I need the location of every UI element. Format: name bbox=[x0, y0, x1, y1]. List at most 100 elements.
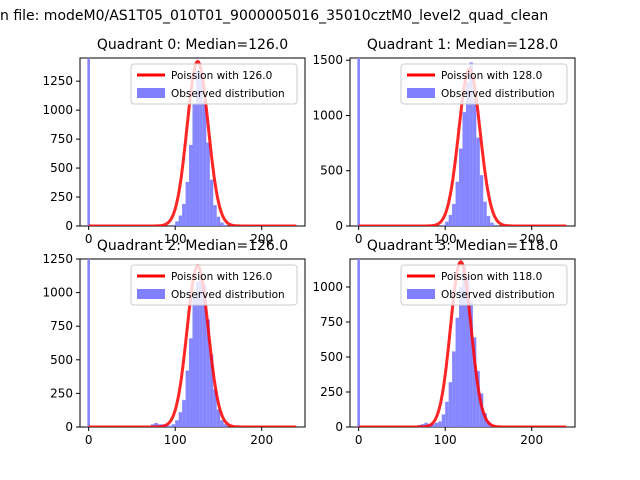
panel-quadrant-3: 0 100 200 0 250 500 750 1000 Quadrant 3: Median=… bbox=[312, 238, 576, 447]
y-tick-label: 250 bbox=[320, 385, 343, 399]
panel-quadrant-1: 0 100 200 0 500 1000 1500 Quadrant 1: Median=12… bbox=[312, 37, 576, 246]
hist-bar bbox=[220, 420, 224, 427]
legend-bar-swatch bbox=[407, 88, 435, 98]
legend-box bbox=[400, 63, 568, 105]
y-tick-label: 750 bbox=[320, 315, 343, 329]
legend-box bbox=[400, 264, 568, 306]
legend: Poission with 118.0 Observed distribution bbox=[400, 264, 568, 306]
x-tick-label: 100 bbox=[434, 232, 457, 246]
hist-bar bbox=[216, 216, 221, 226]
legend: Poission with 128.0 Observed distribution bbox=[400, 63, 568, 105]
y-tick-label: 750 bbox=[50, 132, 73, 146]
y-tick-label: 0 bbox=[65, 219, 73, 233]
legend-box bbox=[130, 63, 298, 105]
legend-label-poisson: Poission with 128.0 bbox=[441, 70, 542, 82]
legend-label-observed: Observed distribution bbox=[441, 289, 555, 301]
x-tick-label: 0 bbox=[85, 232, 93, 246]
hist-bar bbox=[438, 421, 442, 427]
legend-bar-swatch bbox=[137, 289, 165, 299]
x-tick-label: 0 bbox=[355, 433, 363, 447]
legend: Poission with 126.0 Observed distribution bbox=[130, 63, 298, 105]
hist-bar bbox=[223, 224, 228, 226]
hist-bar bbox=[189, 144, 193, 226]
hist-bar bbox=[223, 424, 228, 427]
y-tick-label: 500 bbox=[50, 161, 73, 175]
x-tick-label: 200 bbox=[250, 433, 273, 447]
hist-bar bbox=[202, 100, 207, 226]
hist-bar bbox=[182, 400, 186, 427]
y-tick-label: 1500 bbox=[312, 53, 343, 67]
hist-bar bbox=[216, 409, 221, 427]
hist-bar-zero bbox=[87, 259, 90, 427]
y-tick-label: 0 bbox=[335, 219, 343, 233]
hist-bar bbox=[431, 424, 435, 427]
hist-bar bbox=[192, 297, 196, 427]
hist-bar bbox=[486, 216, 491, 226]
poisson-curve bbox=[358, 259, 567, 427]
hist-bar bbox=[175, 221, 179, 226]
hist-bar bbox=[472, 98, 477, 226]
y-tick-label: 750 bbox=[50, 319, 73, 333]
y-tick-label: 500 bbox=[50, 353, 73, 367]
hist-bar bbox=[185, 181, 190, 226]
y-tick-label: 0 bbox=[335, 420, 343, 434]
hist-bar bbox=[459, 287, 463, 427]
hist-bar bbox=[168, 425, 172, 427]
legend-label-poisson: Poission with 118.0 bbox=[441, 271, 542, 283]
hist-bar bbox=[476, 371, 480, 427]
hist-bar bbox=[459, 148, 463, 226]
hist-bar bbox=[171, 424, 176, 427]
hist-bar-zero bbox=[357, 58, 360, 226]
y-tick-label: 0 bbox=[65, 420, 73, 434]
legend-label-observed: Observed distribution bbox=[441, 88, 555, 100]
legend: Poission with 126.0 Observed distribution bbox=[130, 264, 298, 306]
hist-bar bbox=[448, 214, 453, 226]
hist-bar bbox=[469, 62, 473, 226]
hist-bar bbox=[178, 215, 183, 226]
hist-bar bbox=[189, 338, 193, 427]
hist-bar bbox=[476, 137, 480, 226]
hist-bar bbox=[465, 275, 470, 427]
hist-bar bbox=[195, 70, 200, 226]
panel-quadrant-2: 0 100 200 0 250 500 750 1000 1250 Quadrant 2: Med… bbox=[42, 238, 306, 447]
hist-bar bbox=[178, 412, 183, 427]
y-tick-label: 1000 bbox=[312, 108, 343, 122]
hist-bar bbox=[455, 181, 460, 226]
hist-bar bbox=[199, 73, 203, 226]
hist-bar bbox=[483, 201, 487, 226]
x-tick-label: 0 bbox=[355, 232, 363, 246]
hist-bar bbox=[171, 224, 176, 226]
panel-quadrant-0: 0 100 200 0 250 500 750 1000 1250 Quadrant 0: Med… bbox=[42, 37, 306, 246]
hist-bar bbox=[182, 203, 186, 226]
hist-bar bbox=[213, 205, 217, 226]
hist-bar-zero bbox=[87, 58, 90, 226]
hist-bar bbox=[195, 281, 200, 427]
hist-bar bbox=[220, 222, 224, 226]
panel-title: Quadrant 2: Median=126.0 bbox=[97, 238, 288, 254]
hist-bar bbox=[185, 370, 190, 427]
y-tick-label: 1250 bbox=[42, 252, 73, 266]
hist-bar bbox=[469, 301, 473, 427]
x-tick-label: 100 bbox=[164, 232, 187, 246]
legend-label-poisson: Poission with 126.0 bbox=[171, 70, 272, 82]
hist-bar bbox=[192, 104, 196, 226]
panel-title: Quadrant 3: Median=118.0 bbox=[367, 238, 558, 254]
hist-bar bbox=[452, 203, 456, 226]
x-tick-label: 200 bbox=[520, 433, 543, 447]
legend-label-poisson: Poission with 126.0 bbox=[171, 271, 272, 283]
hist-bar bbox=[445, 401, 449, 427]
y-tick-label: 1250 bbox=[42, 74, 73, 88]
hist-bar bbox=[175, 420, 179, 427]
hist-bar bbox=[209, 179, 214, 226]
hist-bar bbox=[213, 389, 217, 427]
hist-bar bbox=[441, 414, 446, 427]
hist-bar bbox=[452, 351, 456, 427]
hist-bar bbox=[434, 422, 439, 427]
x-tick-label: 100 bbox=[434, 433, 457, 447]
panel-title: Quadrant 0: Median=126.0 bbox=[97, 37, 288, 53]
figure-suptitle: n file: modeM0/AS1T05_010T01_9000005016_… bbox=[0, 8, 548, 24]
x-tick-label: 200 bbox=[250, 232, 273, 246]
y-tick-label: 1000 bbox=[42, 286, 73, 300]
hist-bar bbox=[209, 354, 214, 427]
